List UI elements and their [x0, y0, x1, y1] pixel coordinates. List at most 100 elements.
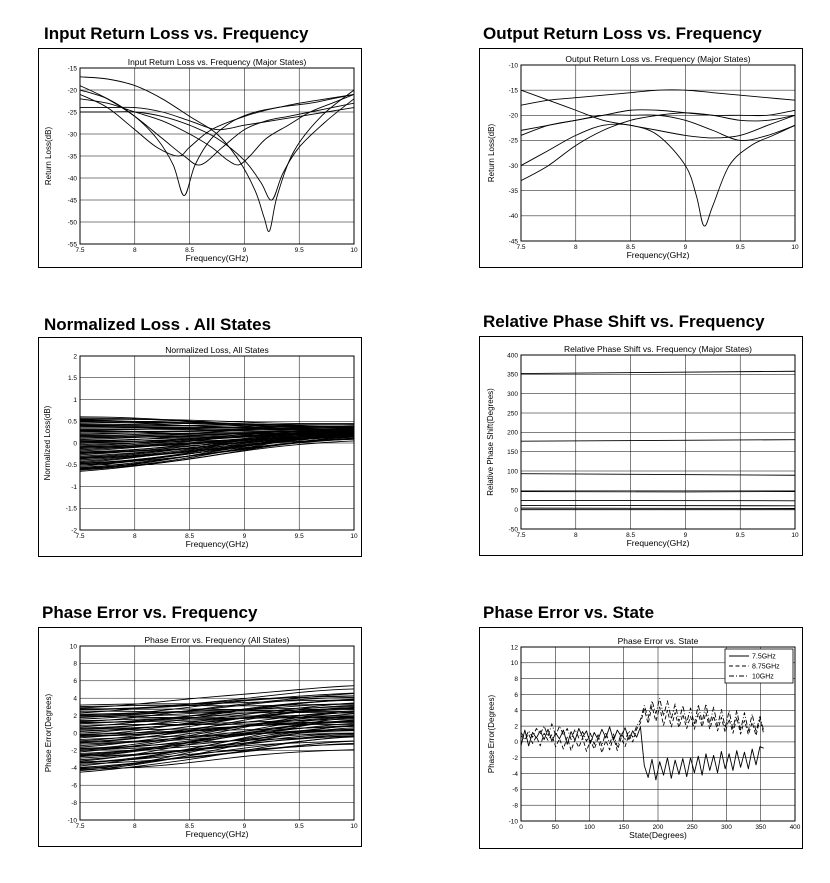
chart-relative-phase-shift: 7.5 8 8.5 9 9.5 10 400 350 300 250 200 150 100 50 0 -50… [479, 336, 803, 556]
series-band-line [80, 705, 354, 716]
y-tick-label: -2 [512, 755, 518, 762]
y-tick-label: 400 [507, 352, 518, 359]
y-tick-label: 10 [511, 660, 519, 667]
series-band-line [80, 725, 354, 763]
series-band-line [80, 419, 354, 432]
x-tick-label: 250 [687, 824, 698, 831]
series-band-line [80, 729, 354, 745]
y-tick-label: -4 [71, 765, 77, 772]
y-tick-label: -0.5 [66, 462, 78, 469]
y-tick-label: 1.5 [68, 375, 77, 382]
x-tick-label: 7.5 [75, 247, 84, 254]
y-tick-label: -40 [68, 175, 78, 182]
y-tick-label: -10 [509, 818, 519, 825]
y-axis-label: Return Loss(dB) [487, 124, 496, 183]
y-tick-label: -30 [68, 131, 78, 138]
y-tick-label: -10 [68, 817, 78, 824]
x-tick-label: 9.5 [736, 244, 745, 251]
y-tick-label: -1.5 [66, 506, 78, 513]
x-tick-label: 7.5 [75, 823, 84, 830]
series-band-line [80, 715, 354, 719]
series-band-line [80, 695, 354, 710]
series-band-line [80, 433, 354, 442]
chart-title: Relative Phase Shift vs. Frequency (Majo… [564, 344, 752, 354]
series-band-line [80, 710, 354, 714]
series-band-line [80, 723, 354, 731]
y-tick-label: -35 [509, 188, 519, 195]
plot-border [79, 355, 355, 531]
y-tick-label: 250 [507, 410, 518, 417]
y-tick-label: -30 [509, 163, 519, 170]
x-tick-label: 9 [684, 244, 688, 251]
series-band-line [80, 427, 354, 430]
x-axis-label: Frequency(GHz) [627, 538, 690, 548]
series-line-6 [80, 106, 354, 131]
series-band-line [80, 735, 354, 754]
series-band-line [80, 707, 354, 715]
plot-border [520, 354, 796, 530]
chart-title: Normalized Loss, All States [165, 345, 268, 355]
series-line-5 [80, 76, 354, 233]
y-tick-label: -15 [68, 65, 78, 72]
series-band-line [80, 704, 354, 739]
series-line-0 [521, 370, 795, 375]
plot-area [521, 355, 795, 529]
y-tick-label: -15 [509, 87, 519, 94]
x-tick-label: 9.5 [295, 247, 304, 254]
y-tick-label: 100 [507, 468, 518, 475]
y-tick-label: 8 [73, 661, 77, 668]
series-group [80, 416, 354, 472]
series-line-1 [521, 89, 795, 139]
x-tick-label: 7.5 [75, 533, 84, 540]
series-band-line [80, 735, 354, 749]
series-band-line [80, 418, 354, 425]
series-band-line [80, 703, 354, 708]
series-band-line [80, 438, 354, 459]
series-line-2 [521, 697, 765, 748]
plot-border [520, 64, 796, 242]
y-tick-label: -1 [71, 484, 77, 491]
series-band-line [80, 711, 354, 729]
y-axis-label: Return Loss(dB) [44, 127, 53, 186]
series-band-line [80, 716, 354, 723]
series-band-line [80, 742, 354, 763]
series-group [80, 76, 354, 233]
y-tick-label: -50 [509, 526, 519, 533]
y-tick-label: 0 [73, 730, 77, 737]
y-tick-label: -20 [68, 87, 78, 94]
series-band-line [80, 425, 354, 434]
plot-border [520, 646, 796, 822]
y-tick-label: 8 [514, 676, 518, 683]
x-tick-label: 9 [243, 247, 247, 254]
series-band-line [80, 436, 354, 453]
series-line-2 [521, 473, 795, 476]
series-line-4 [521, 123, 795, 227]
y-tick-label: -2 [71, 527, 77, 534]
chart-title: Input Return Loss vs. Frequency (Major S… [128, 57, 307, 67]
y-tick-label: -4 [512, 771, 518, 778]
y-tick-label: 6 [514, 692, 518, 699]
x-axis-label: Frequency(GHz) [186, 253, 249, 263]
series-band-line [80, 432, 354, 435]
chart-title: Phase Error vs. Frequency (All States) [144, 635, 289, 645]
plot-border [79, 645, 355, 821]
x-tick-label: 9 [243, 823, 247, 830]
series-band-line [80, 433, 354, 438]
series-group [80, 685, 354, 773]
heading-relative-phase-shift: Relative Phase Shift vs. Frequency [483, 312, 765, 331]
y-axis-label: Phase Error(Degrees) [487, 695, 496, 774]
y-tick-label: -20 [509, 113, 519, 120]
series-band-line [80, 440, 354, 470]
x-tick-label: 8 [133, 533, 137, 540]
chart-output-return-loss: 7.5 8 8.5 9 9.5 10 -10 -15 -20 -25 -30 -35 -40 -45 Out… [479, 48, 803, 268]
series-band-line [80, 726, 354, 735]
x-tick-label: 9.5 [295, 823, 304, 830]
x-tick-label: 10 [791, 532, 799, 539]
y-tick-label: -25 [68, 109, 78, 116]
y-tick-label: -45 [509, 238, 519, 245]
y-tick-label: 350 [507, 372, 518, 379]
series-band-line [80, 708, 354, 712]
plot-area [521, 65, 795, 241]
series-line-5 [521, 112, 795, 182]
y-tick-label: 0 [514, 507, 518, 514]
